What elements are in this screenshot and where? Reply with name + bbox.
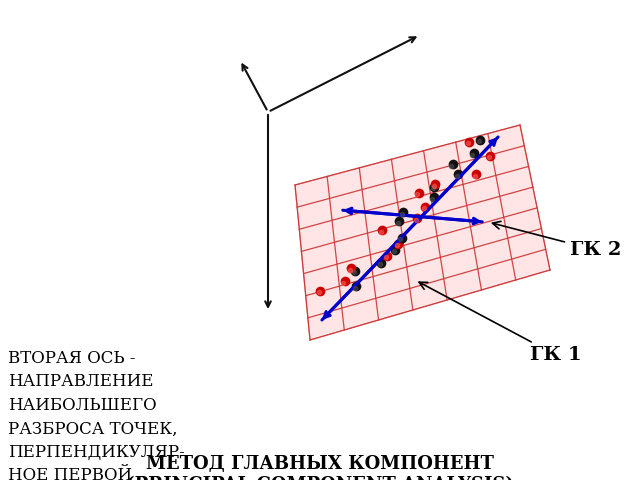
Polygon shape: [295, 125, 550, 340]
Text: ВТОРАЯ ОСЬ -
НАПРАВЛЕНИЕ
НАИБОЛЬШЕГО
РАЗБРОСА ТОЧЕК,
ПЕРПЕНДИКУЛЯР-
НОЕ ПЕРВОЙ: ВТОРАЯ ОСЬ - НАПРАВЛЕНИЕ НАИБОЛЬШЕГО РАЗ…: [8, 350, 185, 480]
Text: ГК 2: ГК 2: [493, 221, 621, 259]
Text: МЕТОД ГЛАВНЫХ КОМПОНЕНТ
(PRINCIPAL COMPONENT ANALYSIS): МЕТОД ГЛАВНЫХ КОМПОНЕНТ (PRINCIPAL COMPO…: [126, 455, 514, 480]
Text: ГК 1: ГК 1: [419, 282, 582, 364]
